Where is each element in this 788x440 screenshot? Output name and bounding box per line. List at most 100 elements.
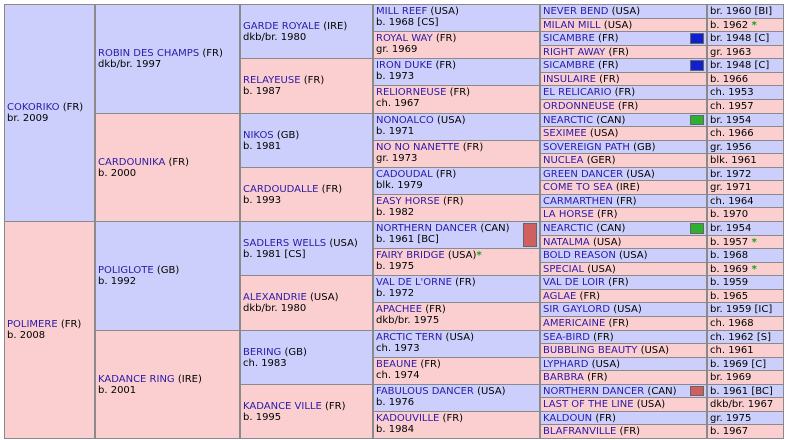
horse-name-link[interactable]: EL RELICARIO [543, 87, 612, 98]
horse-name-line: NORTHERN DANCER (CAN) [376, 223, 537, 234]
horse-name-link[interactable]: ROYAL WAY [376, 33, 433, 44]
horse-name-link[interactable]: NEARCTIC [543, 223, 594, 234]
gen5-ancestor-detail-cell: gr. 1956 [707, 140, 784, 154]
gen5-ancestor-detail-cell: b. 1962 * [707, 18, 784, 32]
horse-detail: b. 1969 [C] [710, 359, 767, 370]
horse-name-link[interactable]: NEARCTIC [543, 115, 594, 126]
gen4-ancestor-cell: ARCTIC TERN (USA) ch. 1973 [373, 330, 540, 358]
horse-country: (FR) [592, 413, 616, 424]
horse-name-link[interactable]: EASY HORSE [376, 196, 440, 207]
horse-name-link[interactable]: BLAFRANVILLE [543, 426, 617, 437]
gen5-ancestor-name-cell: GREEN DANCER (USA) [540, 167, 707, 181]
horse-detail: gr. 1969 [376, 44, 418, 55]
horse-name-link[interactable]: BARBRA [543, 372, 584, 383]
horse-name-link[interactable]: SICAMBRE [543, 60, 595, 71]
gen4-ancestor-cell: BEAUNE (FR) ch. 1974 [373, 357, 540, 385]
horse-name-link[interactable]: AMERICAINE [543, 318, 606, 329]
horse-country: (USA) [610, 304, 642, 315]
horse-name-link[interactable]: NONOALCO [376, 115, 434, 126]
horse-name-link[interactable]: CARMARTHEN [543, 196, 613, 207]
horse-name-link[interactable]: SOVEREIGN PATH [543, 142, 630, 153]
gen5-ancestor-detail-cell: br. 1969 [707, 370, 784, 385]
horse-name-link[interactable]: VAL DE L'ORNE [376, 277, 452, 288]
horse-name-link[interactable]: INSULAIRE [543, 74, 596, 85]
gen4-ancestor-cell: NORTHERN DANCER (CAN) b. 1961 [BC] [373, 221, 540, 249]
horse-name-link[interactable]: NO NO NANETTE [376, 142, 460, 153]
horse-detail: b. 1967 [710, 426, 749, 437]
horse-country: (CAN) [593, 115, 626, 126]
horse-country: (FR) [611, 87, 636, 98]
horse-country: (USA) [637, 345, 670, 356]
horse-name-link[interactable]: NATALMA [543, 237, 590, 248]
horse-name-link[interactable]: KALDOUN [543, 413, 593, 424]
horse-name-link[interactable]: NORTHERN DANCER [543, 386, 645, 397]
horse-country: (FR) [432, 169, 457, 180]
horse-name-link[interactable]: SIR GAYLORD [543, 304, 611, 315]
gen5-ancestor-detail-cell: br. 1948 [C] [707, 58, 784, 73]
horse-name-link[interactable]: GARDE ROYALE [243, 20, 321, 32]
horse-name-link[interactable]: BOLD REASON [543, 250, 616, 261]
horse-name-link[interactable]: COKORIKO [7, 102, 60, 113]
horse-country: (USA) [623, 169, 655, 180]
horse-name-link[interactable]: NUCLEA [543, 155, 584, 166]
horse-name-link[interactable]: RELAYEUSE [243, 75, 301, 86]
horse-detail: ch. 1973 [376, 343, 420, 354]
horse-name-link[interactable]: BUBBLING BEAUTY [543, 345, 638, 356]
horse-name-link[interactable]: IRON DUKE [376, 60, 433, 71]
horse-name-link[interactable]: POLIGLOTE [98, 265, 154, 276]
horse-country: (IRE) [320, 20, 348, 32]
horse-name-link[interactable]: COME TO SEA [543, 182, 613, 193]
horse-name-link[interactable]: KADOUVILLE [376, 413, 440, 424]
gen4-ancestor-cell: VAL DE L'ORNE (FR) b. 1972 [373, 275, 540, 303]
gen5-ancestor-detail-cell: b. 1968 [707, 248, 784, 263]
horse-name-link[interactable]: SEXIMEE [543, 128, 587, 139]
gen5-ancestor-name-cell: BUBBLING BEAUTY (USA) [540, 343, 707, 358]
horse-name-link[interactable]: POLIMERE [7, 319, 58, 330]
horse-name-link[interactable]: LYPHARD [543, 359, 589, 370]
horse-name-link[interactable]: CADOUDAL [376, 169, 433, 180]
horse-name-link[interactable]: ORDONNEUSE [543, 101, 615, 112]
horse-name-link[interactable]: CARDOUDALLE [243, 183, 319, 195]
horse-name-link[interactable]: GREEN DANCER [543, 169, 624, 180]
horse-name-link[interactable]: SICAMBRE [543, 33, 595, 44]
horse-name-link[interactable]: AGLAE [543, 291, 577, 302]
horse-name-link[interactable]: FABULOUS DANCER [376, 386, 474, 397]
gen3-ancestor-cell: ALEXANDRIE (USA) dkb/br. 1980 [240, 275, 373, 331]
horse-name-link[interactable]: BERING [243, 346, 282, 358]
gen3-ancestor-cell: GARDE ROYALE (IRE) dkb/br. 1980 [240, 4, 373, 59]
horse-name-line: EASY HORSE (FR) [376, 196, 537, 207]
horse-country: (FR) [199, 48, 223, 59]
horse-name-link[interactable]: NIKOS [243, 129, 274, 141]
horse-name-link[interactable]: RELIORNEUSE [376, 87, 447, 98]
horse-name-link[interactable]: FAIRY BRIDGE [376, 250, 445, 261]
gen3-ancestor-cell: KADANCE VILLE (FR) b. 1995 [240, 384, 373, 439]
gen5-ancestor-name-cell: LA HORSE (FR) [540, 207, 707, 222]
horse-name-link[interactable]: SEA-BIRD [543, 332, 590, 343]
horse-name-link[interactable]: KADANCE VILLE [243, 400, 322, 412]
horse-country: (USA) [600, 20, 633, 31]
horse-name-link[interactable]: SADLERS WELLS [243, 237, 327, 249]
horse-name-link[interactable]: APACHEE [376, 304, 423, 315]
gen5-ancestor-detail-cell: blk. 1961 [707, 153, 784, 168]
horse-name-link[interactable]: NEVER BEND [543, 6, 609, 17]
horse-name-link[interactable]: BEAUNE [376, 359, 418, 370]
gen5-ancestor-detail-cell: ch. 1968 [707, 316, 784, 331]
horse-name-link[interactable]: VAL DE LOIR [543, 277, 605, 288]
horse-name-link[interactable]: ROBIN DES CHAMPS [98, 48, 200, 59]
gen4-ancestor-cell: RELIORNEUSE (FR) ch. 1967 [373, 85, 540, 114]
horse-country: (FR) [612, 196, 637, 207]
horse-name-link[interactable]: CARDOUNIKA [98, 156, 166, 168]
horse-name-link[interactable]: ALEXANDRIE [243, 292, 307, 303]
horse-name-link[interactable]: SPECIAL [543, 264, 585, 275]
horse-name-link[interactable]: NORTHERN DANCER [376, 223, 478, 234]
horse-name-link[interactable]: LAST OF THE LINE [543, 399, 634, 410]
gen5-ancestor-name-cell: LYPHARD (USA) [540, 357, 707, 371]
horse-name-link[interactable]: MILAN MILL [543, 20, 601, 31]
horse-name-link[interactable]: MILL REEF [376, 6, 428, 17]
horse-name-link[interactable]: KADANCE RING [98, 373, 175, 385]
horse-name-link[interactable]: LA HORSE [543, 209, 594, 220]
gen5-ancestor-detail-cell: dkb/br. 1967 [707, 397, 784, 412]
horse-detail: b. 1972 [376, 288, 415, 299]
horse-name-link[interactable]: ARCTIC TERN [376, 332, 443, 343]
horse-name-link[interactable]: RIGHT AWAY [543, 47, 606, 58]
